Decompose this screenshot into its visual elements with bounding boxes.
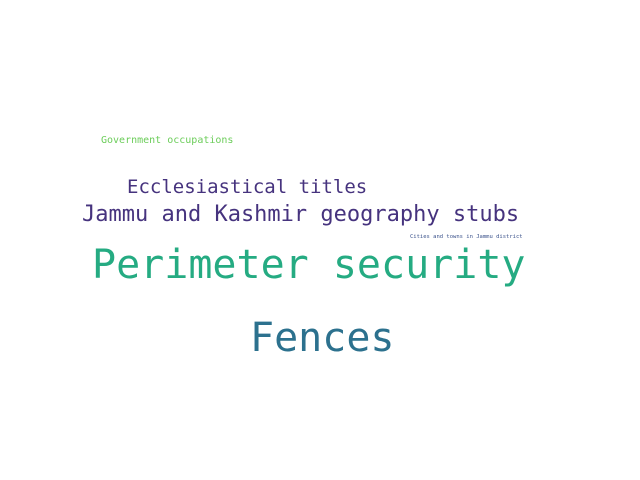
word-perimeter-security: Perimeter security [92,242,526,288]
word-government-occupations: Government occupations [101,135,234,146]
word-jammu-and-kashmir-geography-stubs: Jammu and Kashmir geography stubs [82,202,520,227]
word-fences: Fences [250,315,395,361]
word-ecclesiastical-titles: Ecclesiastical titles [127,176,368,198]
word-cities-and-towns-in-jammu-district: Cities and towns in Jammu district [410,234,523,240]
